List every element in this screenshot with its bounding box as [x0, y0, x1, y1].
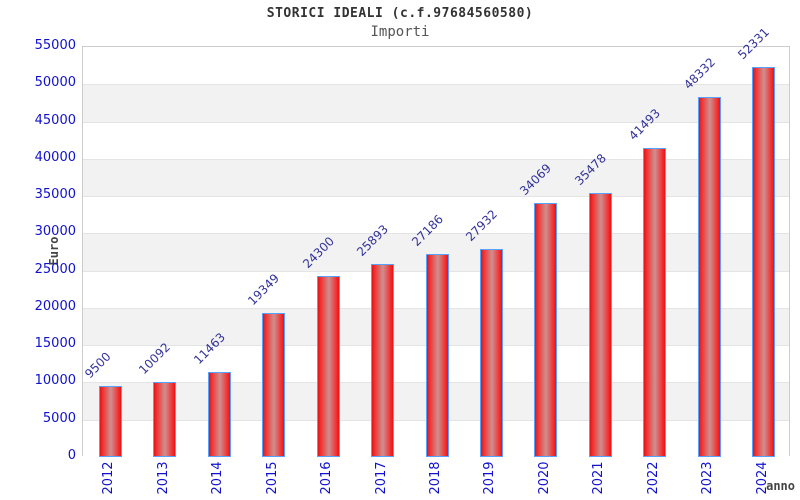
grid-band: [83, 47, 789, 85]
y-tick-label: 40000: [34, 149, 76, 165]
bar-2023: [697, 96, 721, 457]
chart-title: STORICI IDEALI (c.f.97684560580): [266, 6, 534, 21]
chart-subtitle: Importi: [370, 24, 430, 40]
bar-2020: [534, 203, 558, 457]
bar-2022: [643, 147, 667, 457]
x-tick-label: 2018: [428, 461, 443, 495]
x-tick-label: 2024: [754, 461, 770, 495]
x-tick-label: 2023: [700, 461, 716, 495]
grid-band: [83, 158, 789, 197]
bar-2019: [479, 248, 503, 457]
y-tick-label: 5000: [42, 410, 76, 426]
y-tick-label: 0: [67, 448, 76, 463]
x-tick-label: 2015: [264, 461, 280, 495]
bar-2015: [262, 312, 286, 457]
x-tick-label: 2020: [536, 461, 552, 495]
y-tick-label: 20000: [34, 298, 76, 314]
x-tick-label: 2017: [373, 461, 389, 495]
bar-2021: [588, 192, 612, 457]
x-axis-title: anno: [766, 479, 795, 493]
bar-2024: [752, 66, 776, 457]
bar-2014: [207, 371, 231, 457]
bar-2017: [371, 263, 395, 457]
grid-band: [83, 196, 789, 234]
x-tick-label: 2022: [645, 461, 661, 495]
x-tick-label: 2014: [210, 461, 226, 495]
x-tick-label: 2016: [319, 461, 335, 495]
x-tick-label: 2012: [101, 461, 117, 495]
bar-2013: [153, 381, 177, 457]
grid-band: [83, 84, 789, 122]
grid-band: [83, 121, 789, 159]
x-tick-label: 2019: [482, 461, 498, 495]
y-tick-label: 45000: [34, 112, 76, 128]
bar-2016: [316, 275, 340, 457]
plot-area: [82, 46, 790, 457]
x-tick-label: 2013: [155, 461, 171, 495]
x-tick-label: 2021: [591, 461, 607, 495]
bar-2012: [98, 386, 122, 457]
y-tick-label: 10000: [34, 373, 76, 389]
y-tick-label: 30000: [34, 224, 76, 240]
y-tick-label: 25000: [34, 261, 76, 277]
y-tick-label: 15000: [34, 336, 76, 352]
y-tick-label: 55000: [34, 38, 76, 53]
bar-2018: [425, 254, 449, 457]
y-tick-label: 35000: [34, 187, 76, 203]
y-tick-label: 50000: [34, 75, 76, 91]
